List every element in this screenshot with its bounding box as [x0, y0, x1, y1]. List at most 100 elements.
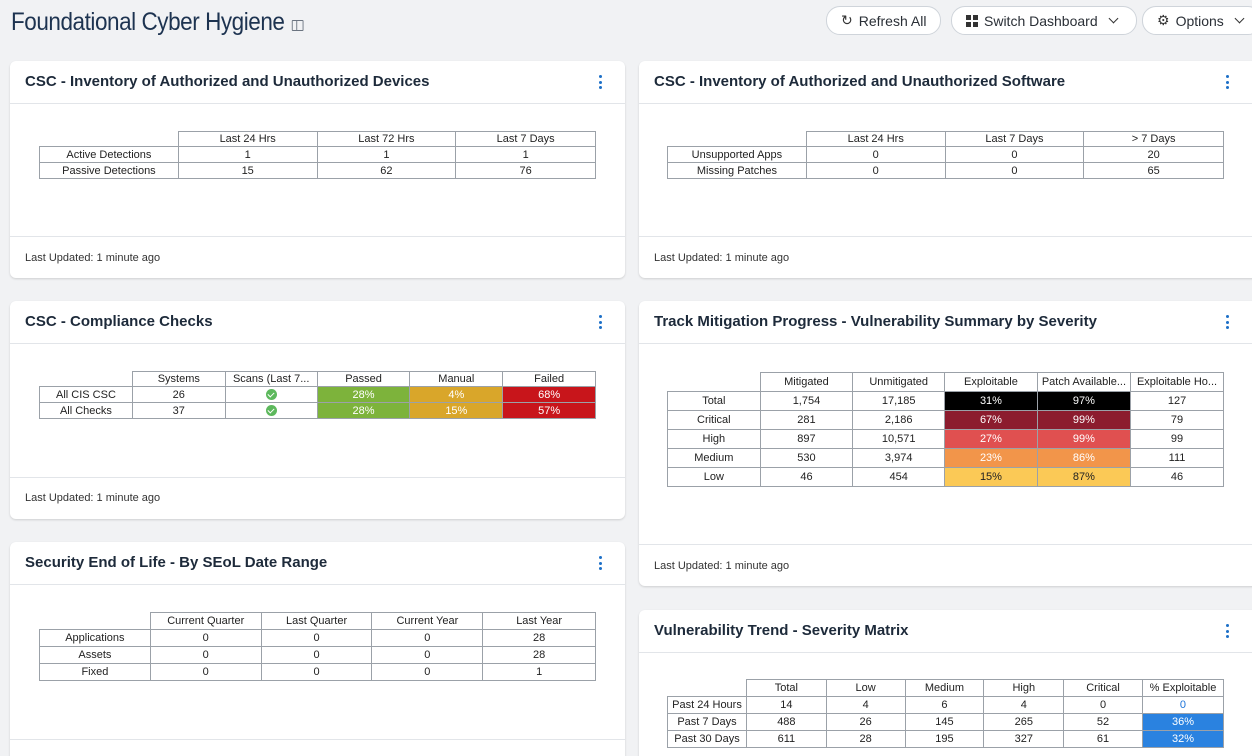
last-updated: Last Updated: 1 minute ago: [25, 492, 161, 504]
table-cell[interactable]: 15%: [409, 402, 504, 419]
table-cell[interactable]: 28: [482, 629, 596, 647]
card-software: CSC - Inventory of Authorized and Unauth…: [639, 61, 1252, 278]
table-cell[interactable]: 111: [1130, 448, 1224, 468]
table-cell[interactable]: 65: [1083, 162, 1224, 179]
table-cell[interactable]: 530: [759, 448, 854, 468]
table-cell[interactable]: 17,185: [852, 391, 946, 411]
kebab-menu-icon[interactable]: [1226, 75, 1230, 89]
switch-dashboard-button[interactable]: Switch Dashboard: [951, 6, 1137, 35]
table-cell[interactable]: 27%: [944, 429, 1038, 449]
table-cell[interactable]: [224, 402, 318, 419]
table-cell[interactable]: 0: [149, 646, 262, 664]
table-cell[interactable]: 68%: [502, 386, 596, 403]
column-header: Last 7 Days: [455, 131, 596, 147]
table-cell[interactable]: 62: [316, 162, 457, 179]
table-cell[interactable]: 488: [745, 713, 827, 731]
table-cell[interactable]: 6: [904, 696, 985, 714]
table-row: High 897 10,571 27% 99% 99: [667, 429, 1224, 449]
table-cell[interactable]: 20: [1083, 146, 1224, 163]
table-cell[interactable]: 0: [944, 146, 1085, 163]
table-cell-link[interactable]: 0: [1141, 696, 1225, 714]
table-cell[interactable]: 28: [825, 730, 906, 748]
kebab-menu-icon[interactable]: [1226, 624, 1230, 638]
table-cell[interactable]: 26: [825, 713, 906, 731]
table-cell[interactable]: 4: [825, 696, 906, 714]
table-cell[interactable]: 454: [852, 467, 946, 487]
table-cell[interactable]: 127: [1130, 391, 1224, 411]
table-cell[interactable]: 87%: [1036, 467, 1132, 487]
column-header: Passed: [316, 371, 411, 387]
table-cell[interactable]: 36%: [1141, 713, 1225, 731]
table-cell[interactable]: 1: [316, 146, 457, 163]
table-cell[interactable]: 15%: [944, 467, 1038, 487]
table-cell[interactable]: 57%: [502, 402, 596, 419]
table-cell[interactable]: 4: [983, 696, 1065, 714]
table-cell[interactable]: [224, 386, 318, 403]
table-cell[interactable]: 0: [260, 646, 373, 664]
column-header: Total: [745, 679, 827, 697]
column-header: Current Quarter: [149, 612, 262, 630]
table-cell[interactable]: 145: [904, 713, 985, 731]
table-cell[interactable]: 76: [455, 162, 596, 179]
table-cell[interactable]: 67%: [944, 410, 1038, 430]
table-cell[interactable]: 26: [131, 386, 226, 403]
table-cell[interactable]: 195: [904, 730, 985, 748]
table-cell[interactable]: 37: [131, 402, 226, 419]
table-cell[interactable]: 0: [371, 629, 484, 647]
table-cell[interactable]: 0: [149, 629, 262, 647]
column-header: Last Quarter: [260, 612, 373, 630]
table-cell[interactable]: 0: [1063, 696, 1143, 714]
table-cell[interactable]: 14: [745, 696, 827, 714]
table-cell[interactable]: 327: [983, 730, 1065, 748]
table-cell[interactable]: 3,974: [852, 448, 946, 468]
kebab-menu-icon[interactable]: [1226, 315, 1230, 329]
table-cell[interactable]: 52: [1063, 713, 1143, 731]
table-cell[interactable]: 0: [805, 162, 946, 179]
table-cell[interactable]: 0: [805, 146, 946, 163]
table-cell[interactable]: 265: [983, 713, 1065, 731]
last-updated: Last Updated: 1 minute ago: [654, 252, 790, 264]
table-cell[interactable]: 0: [944, 162, 1085, 179]
table-cell[interactable]: 15: [177, 162, 318, 179]
column-header: Unmitigated: [852, 372, 946, 392]
column-header: % Exploitable: [1141, 679, 1225, 697]
table-cell[interactable]: 86%: [1036, 448, 1132, 468]
refresh-all-button[interactable]: ↻ Refresh All: [826, 6, 941, 35]
table-cell[interactable]: 611: [745, 730, 827, 748]
table-row: Active Detections 1 1 1: [39, 146, 596, 163]
table-cell[interactable]: 0: [260, 663, 373, 681]
table-cell[interactable]: 28: [482, 646, 596, 664]
kebab-menu-icon[interactable]: [599, 315, 603, 329]
table-cell[interactable]: 46: [759, 467, 854, 487]
table-cell[interactable]: 0: [260, 629, 373, 647]
table-cell[interactable]: 46: [1130, 467, 1224, 487]
options-button[interactable]: ⚙ Options: [1142, 6, 1252, 35]
table-cell[interactable]: 0: [371, 646, 484, 664]
table-cell[interactable]: 28%: [316, 386, 411, 403]
table-cell[interactable]: 61: [1063, 730, 1143, 748]
table-cell[interactable]: 32%: [1141, 730, 1225, 748]
table-cell[interactable]: 79: [1130, 410, 1224, 430]
table-cell[interactable]: 1: [455, 146, 596, 163]
table-cell[interactable]: 97%: [1036, 391, 1132, 411]
kebab-menu-icon[interactable]: [599, 556, 603, 570]
book-icon[interactable]: [291, 20, 304, 31]
table-cell[interactable]: 281: [759, 410, 854, 430]
table-cell[interactable]: 0: [149, 663, 262, 681]
table-cell[interactable]: 0: [371, 663, 484, 681]
table-cell[interactable]: 99%: [1036, 410, 1132, 430]
table-cell[interactable]: 28%: [316, 402, 411, 419]
table-cell[interactable]: 1: [177, 146, 318, 163]
chevron-down-icon: [1234, 13, 1245, 24]
table-cell[interactable]: 31%: [944, 391, 1038, 411]
table-cell[interactable]: 1: [482, 663, 596, 681]
table-cell[interactable]: 4%: [409, 386, 504, 403]
kebab-menu-icon[interactable]: [599, 75, 603, 89]
table-cell[interactable]: 1,754: [759, 391, 854, 411]
table-cell[interactable]: 2,186: [852, 410, 946, 430]
table-cell[interactable]: 99: [1130, 429, 1224, 449]
table-cell[interactable]: 10,571: [852, 429, 946, 449]
table-cell[interactable]: 897: [759, 429, 854, 449]
table-cell[interactable]: 23%: [944, 448, 1038, 468]
table-cell[interactable]: 99%: [1036, 429, 1132, 449]
